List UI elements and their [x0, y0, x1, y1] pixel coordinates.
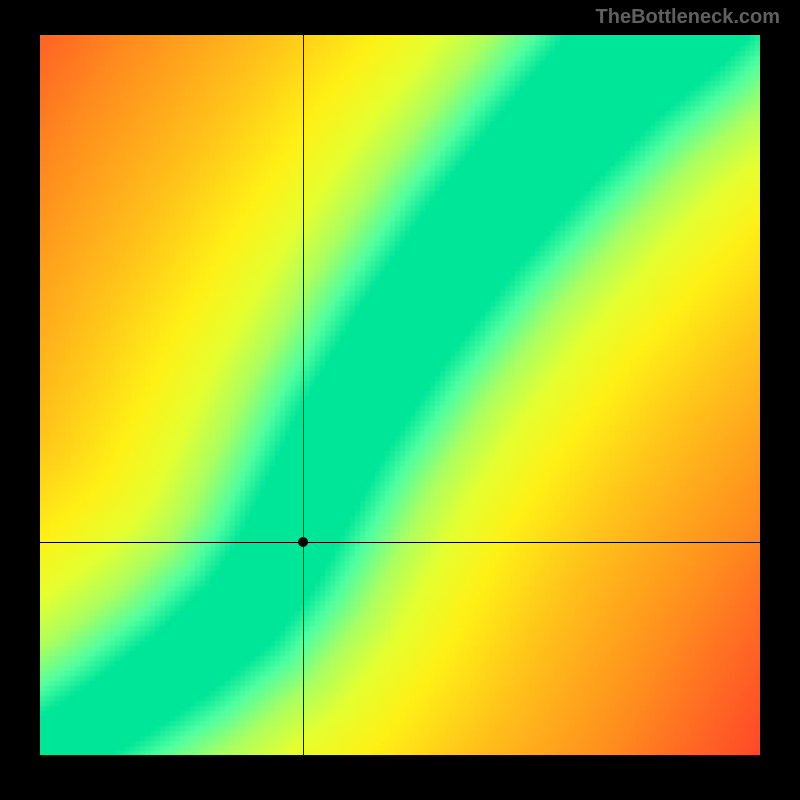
data-point-marker: [298, 537, 308, 547]
heatmap-plot: [40, 35, 760, 755]
heatmap-canvas: [40, 35, 760, 755]
crosshair-horizontal: [40, 542, 760, 543]
crosshair-vertical: [303, 35, 304, 755]
watermark-text: TheBottleneck.com: [596, 6, 780, 29]
